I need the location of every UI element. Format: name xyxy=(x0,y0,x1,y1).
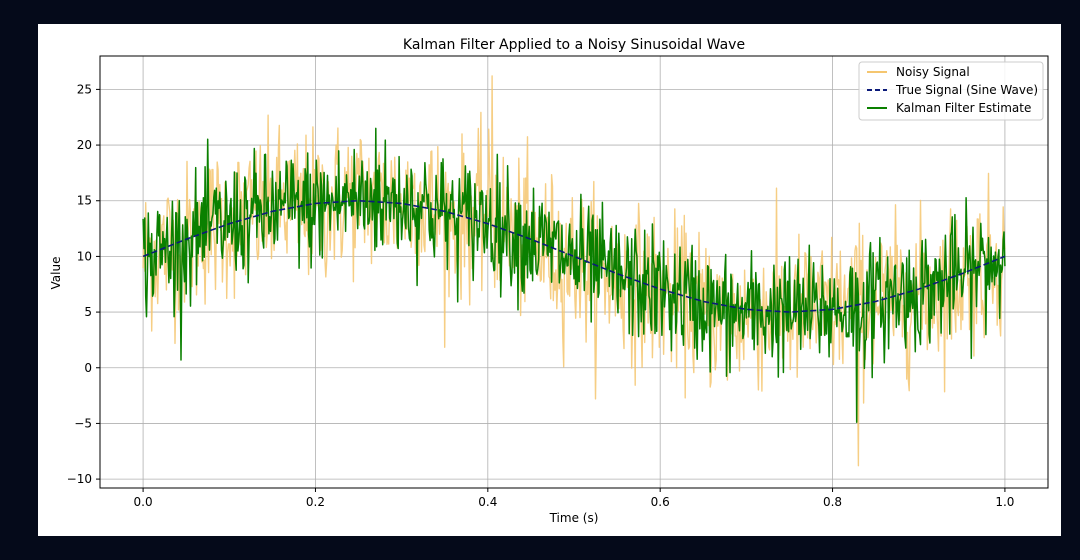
legend: Noisy Signal True Signal (Sine Wave) Kal… xyxy=(858,61,1044,121)
y-axis-label: Value xyxy=(49,257,63,290)
plot-area xyxy=(142,75,1006,467)
x-tick-label: 0.6 xyxy=(651,495,670,509)
y-tick-label: 20 xyxy=(77,138,92,152)
y-tick-label: −5 xyxy=(74,416,92,430)
x-tick-label: 0.8 xyxy=(823,495,842,509)
x-tick-label: 0.0 xyxy=(134,495,153,509)
x-tick-label: 0.2 xyxy=(306,495,325,509)
chart-figure: 0.0 0.2 0.4 0.6 0.8 1.0 −10 −5 0 5 10 15 20 25 Kalman… xyxy=(38,24,1061,536)
y-tick-label: −10 xyxy=(67,472,92,486)
x-axis-label: Time (s) xyxy=(549,511,599,525)
chart-title: Kalman Filter Applied to a Noisy Sinusoi… xyxy=(403,37,745,53)
axes-frame xyxy=(99,55,1049,489)
legend-label-noisy: Noisy Signal xyxy=(896,65,970,79)
x-tick-label: 0.4 xyxy=(478,495,497,509)
x-tick-label: 1.0 xyxy=(995,495,1014,509)
legend-box xyxy=(858,61,1044,121)
chart-svg: 0.0 0.2 0.4 0.6 0.8 1.0 −10 −5 0 5 10 15 20 25 Kalman… xyxy=(49,37,1049,525)
series-kalman-line xyxy=(142,127,1006,424)
legend-label-true: True Signal (Sine Wave) xyxy=(895,83,1038,97)
series-noisy-line xyxy=(142,75,1006,467)
y-tick-label: 0 xyxy=(84,361,92,375)
y-tick-label: 15 xyxy=(77,194,92,208)
y-tick-label: 5 xyxy=(84,305,92,319)
legend-label-kalman: Kalman Filter Estimate xyxy=(896,101,1031,115)
ticks: 0.0 0.2 0.4 0.6 0.8 1.0 −10 −5 0 5 10 15 20 25 xyxy=(67,82,1015,509)
y-tick-label: 10 xyxy=(77,249,92,263)
y-tick-label: 25 xyxy=(77,82,92,96)
